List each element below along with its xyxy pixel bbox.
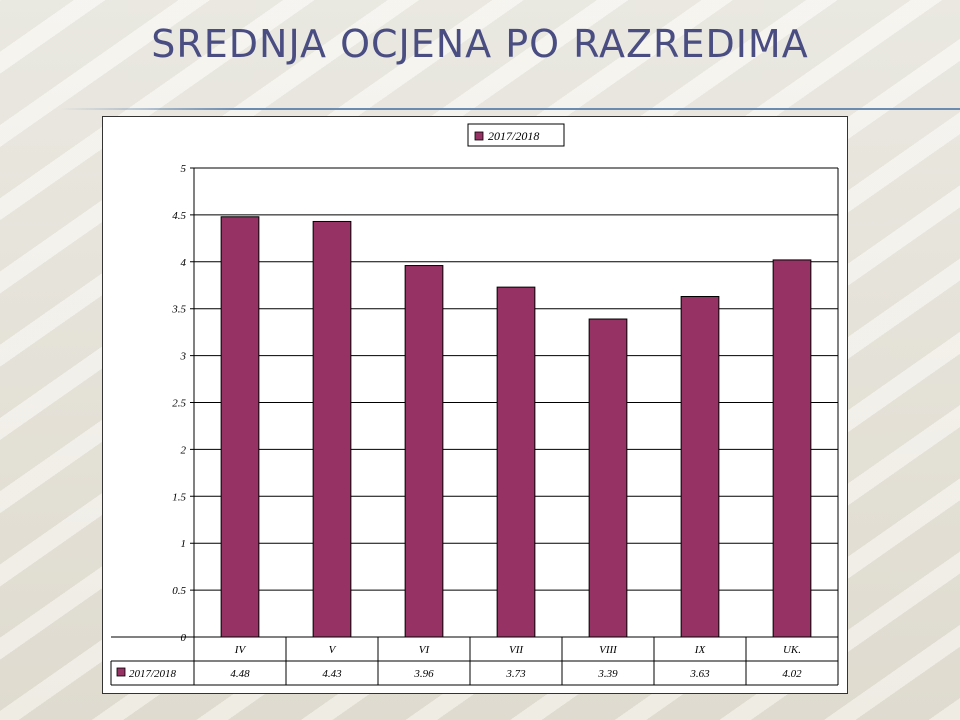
y-tick-label: 1 [181,538,187,550]
legend-swatch [474,131,484,141]
y-tick-label: 4.5 [172,210,186,222]
y-tick-label: 4 [181,257,187,269]
data-table-value: 3.96 [413,668,434,680]
x-tick-label: IV [234,644,247,656]
bar [772,259,812,638]
y-tick-label: 0 [181,632,187,644]
y-tick-label: 0.5 [172,585,186,597]
data-table-value: 4.43 [322,668,342,680]
y-tick-label: 2.5 [172,398,186,410]
x-tick-label: UK. [783,644,801,656]
y-tick-label: 5 [181,163,187,175]
table-series-swatch [116,667,126,677]
legend-label: 2017/2018 [488,129,539,143]
bar-chart: 0 0.5 1 1.5 2 2.5 3 3.5 4 4.5 5 IV 4.48 V 4.43 VI 3.96 VI… [110,123,839,686]
title-divider [60,108,960,110]
x-tick-label: IX [694,644,707,656]
page-title: Srednja ocjena po razredima [151,22,809,66]
data-table-value: 4.02 [782,668,802,680]
data-table-value: 3.63 [689,668,710,680]
bar [404,265,444,638]
bar [680,296,720,638]
chart-frame: 0 0.5 1 1.5 2 2.5 3 3.5 4 4.5 5 IV 4.48 V 4.43 VI 3.96 VI… [102,116,848,694]
x-tick-label: VII [509,644,524,656]
bar [588,318,628,638]
y-tick-label: 1.5 [172,491,186,503]
data-table-value: 3.73 [505,668,526,680]
x-tick-label: V [329,644,337,656]
data-table-value: 3.39 [597,668,618,680]
y-tick-label: 3.5 [171,304,186,316]
x-tick-label: VIII [599,644,618,656]
legend-box [467,123,565,147]
x-tick-label: VI [419,644,431,656]
y-tick-label: 3 [180,351,187,363]
table-series-label: 2017/2018 [129,668,177,680]
data-table-value: 4.48 [230,668,250,680]
bar [496,286,536,638]
bar [312,220,352,638]
y-tick-label: 2 [181,444,187,456]
bar [220,216,260,638]
